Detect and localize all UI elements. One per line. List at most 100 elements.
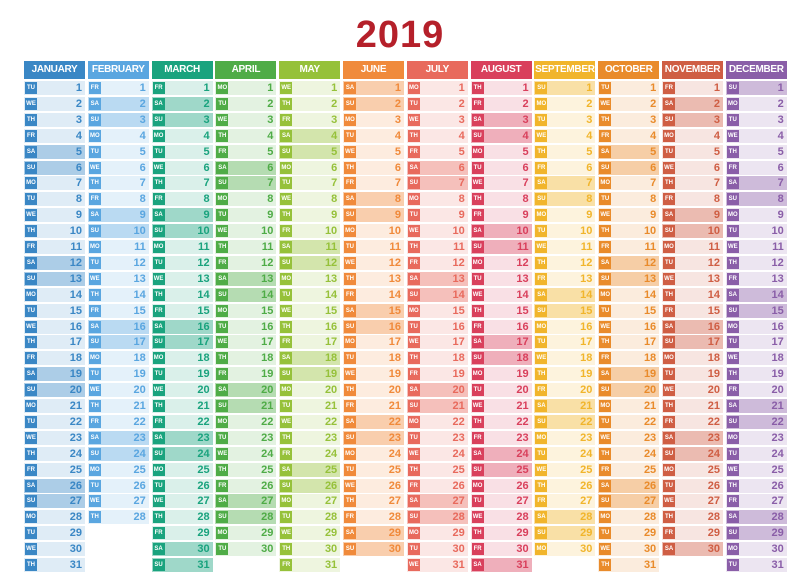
day-number: 28 <box>452 511 465 524</box>
day-row-background <box>215 462 277 477</box>
weekday-badge: TH <box>88 511 101 524</box>
day-row-background <box>279 96 341 111</box>
day-row-background <box>343 462 404 477</box>
day-row: MO 23 <box>725 430 787 445</box>
day-row: TU 16 <box>215 319 277 334</box>
day-number: 12 <box>388 256 401 269</box>
day-row-background <box>215 478 277 493</box>
day-row: SU 1 <box>725 81 787 95</box>
day-row-background <box>279 399 341 413</box>
weekday-badge: FR <box>599 352 612 365</box>
day-row: SU 10 <box>662 224 723 239</box>
day-number: 24 <box>643 447 657 460</box>
day-row-background <box>87 112 149 127</box>
day-number: 3 <box>394 113 401 126</box>
weekday-badge: TU <box>407 209 420 222</box>
day-number: 31 <box>643 559 657 571</box>
day-row-background <box>279 542 341 557</box>
day-row-background <box>534 192 596 207</box>
day-number: 4 <box>267 129 274 142</box>
weekday-badge: TU <box>280 288 293 301</box>
day-number: 1 <box>394 82 401 94</box>
weekday-badge: FR <box>152 193 165 206</box>
day-number: 8 <box>331 193 338 206</box>
weekday-badge: MO <box>599 177 612 190</box>
weekday-badge: WE <box>407 225 420 238</box>
day-number: 10 <box>197 225 210 238</box>
day-row-background <box>534 176 596 191</box>
day-number: 19 <box>452 368 465 381</box>
weekday-badge: MO <box>216 527 229 540</box>
day-row-background <box>24 160 85 175</box>
day-row-background <box>662 414 723 429</box>
day-number: 24 <box>133 447 146 460</box>
weekday-badge: FR <box>280 559 293 571</box>
day-row: MO 21 <box>598 399 660 413</box>
weekday-badge: FR <box>88 82 101 94</box>
day-row: TU 2 <box>406 96 468 111</box>
day-row: SU 15 <box>534 303 596 318</box>
day-row-background <box>725 303 787 318</box>
day-row: SA 3 <box>470 112 532 127</box>
day-number: 21 <box>452 400 465 412</box>
weekday-badge: WE <box>663 272 675 285</box>
day-row-background <box>151 526 213 541</box>
day-row-background <box>406 128 468 143</box>
day-row: TU 18 <box>343 351 404 366</box>
day-number: 26 <box>452 479 465 492</box>
day-row: WE 30 <box>24 542 85 557</box>
day-row: SA 23 <box>662 430 723 445</box>
day-row-background <box>151 414 213 429</box>
day-row: FR 14 <box>343 287 404 302</box>
day-row: FR 18 <box>598 351 660 366</box>
day-row-background <box>662 128 723 143</box>
weekday-badge: MO <box>599 511 612 524</box>
day-row-background <box>470 446 532 461</box>
day-row: WE 13 <box>662 271 723 286</box>
day-number: 2 <box>522 97 529 110</box>
day-row: TH 21 <box>151 399 213 413</box>
weekday-badge: SU <box>280 256 293 269</box>
day-row: SA 21 <box>534 399 596 413</box>
weekday-badge: WE <box>726 241 739 253</box>
day-row-background <box>598 144 660 159</box>
day-number: 3 <box>139 113 146 126</box>
day-row-background <box>215 176 277 191</box>
day-row-background <box>24 351 85 366</box>
day-row: SA 2 <box>151 96 213 111</box>
day-row-background <box>87 399 149 413</box>
day-row: WE 18 <box>725 351 787 366</box>
day-row-background <box>24 271 85 286</box>
weekday-badge: SA <box>152 431 165 444</box>
day-number: 28 <box>388 511 401 524</box>
weekday-badge: SU <box>599 272 612 285</box>
day-number: 13 <box>516 272 529 285</box>
day-row-background <box>406 224 468 239</box>
day-row: SA 25 <box>279 462 341 477</box>
day-number: 21 <box>771 400 784 412</box>
weekday-badge: FR <box>88 193 101 206</box>
day-row: TU 5 <box>87 144 149 159</box>
day-number: 19 <box>69 368 82 381</box>
day-number: 5 <box>586 145 593 158</box>
day-number: 1 <box>203 82 210 94</box>
day-row: WE 4 <box>534 128 596 143</box>
weekday-badge: FR <box>663 415 675 428</box>
day-number: 23 <box>643 431 657 444</box>
day-row: FR 22 <box>151 414 213 429</box>
day-row-background <box>279 351 341 366</box>
day-row: TU 5 <box>151 144 213 159</box>
day-row: SU 25 <box>470 462 532 477</box>
day-row: SA 9 <box>151 208 213 223</box>
weekday-badge: TH <box>280 431 293 444</box>
day-number: 22 <box>707 415 720 428</box>
month-header: SEPTEMBER <box>534 61 596 79</box>
day-row-background <box>215 192 277 207</box>
day-number: 28 <box>580 511 593 524</box>
weekday-badge: TU <box>344 241 356 253</box>
day-number: 20 <box>133 384 146 397</box>
day-row: WE 13 <box>151 271 213 286</box>
day-row-background <box>470 383 532 398</box>
day-number: 6 <box>75 161 82 174</box>
day-number: 12 <box>452 256 465 269</box>
